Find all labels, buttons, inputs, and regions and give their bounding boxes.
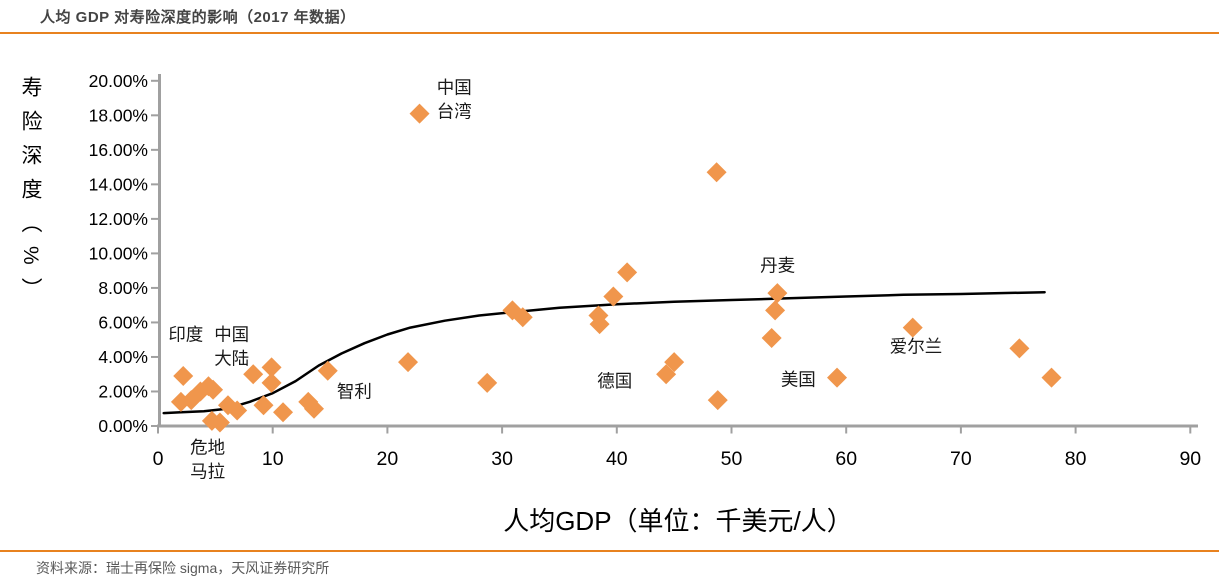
data-point bbox=[253, 395, 274, 416]
data-point bbox=[827, 367, 848, 388]
data-point bbox=[706, 162, 727, 183]
x-tick-label: 20 bbox=[377, 448, 399, 470]
annotation-label-guatemala: 危地 bbox=[190, 438, 225, 458]
data-point bbox=[1009, 338, 1030, 359]
data-point bbox=[209, 412, 230, 433]
y-tick-label: 2.00% bbox=[98, 381, 148, 401]
annotation-label-india: 印度 bbox=[168, 325, 203, 345]
annotation-label-china-taiwan: 台湾 bbox=[437, 102, 472, 122]
data-point bbox=[303, 398, 324, 419]
y-axis-title: 寿险深度（%） bbox=[19, 76, 42, 312]
annotation-label-ireland: 爱尔兰 bbox=[890, 337, 943, 357]
x-tick-label: 30 bbox=[491, 448, 513, 470]
data-point bbox=[617, 262, 638, 283]
y-tick-label: 14.00% bbox=[89, 174, 148, 194]
annotation-label-usa: 美国 bbox=[781, 369, 816, 389]
data-point bbox=[707, 390, 728, 411]
x-tick-label: 0 bbox=[153, 448, 164, 470]
y-tick-label: 10.00% bbox=[89, 243, 148, 263]
x-tick-label: 60 bbox=[835, 448, 857, 470]
annotation-label-guatemala: 马拉 bbox=[190, 462, 225, 482]
x-axis-title: 人均GDP（单位：千美元/人） bbox=[503, 506, 853, 536]
footer-divider bbox=[0, 550, 1219, 552]
y-tick-label: 20.00% bbox=[89, 71, 148, 91]
x-tick-label: 80 bbox=[1065, 448, 1087, 470]
data-point bbox=[589, 314, 610, 335]
data-point bbox=[173, 365, 194, 386]
x-tick-label: 90 bbox=[1179, 448, 1201, 470]
data-point bbox=[765, 300, 786, 321]
x-tick-label: 50 bbox=[721, 448, 743, 470]
y-tick-label: 0.00% bbox=[98, 416, 148, 436]
data-point bbox=[273, 402, 294, 423]
data-point bbox=[902, 317, 923, 338]
header-divider bbox=[0, 32, 1219, 34]
data-point bbox=[317, 360, 338, 381]
data-point bbox=[656, 364, 677, 385]
y-tick-label: 18.00% bbox=[89, 105, 148, 125]
annotation-label-china-mainland: 大陆 bbox=[214, 349, 249, 369]
annotation-label-china-mainland: 中国 bbox=[214, 325, 249, 345]
data-point bbox=[261, 372, 282, 393]
data-point bbox=[767, 283, 788, 304]
annotation-label-chile: 智利 bbox=[337, 381, 372, 401]
annotation-label-china-taiwan: 中国 bbox=[437, 78, 472, 98]
data-point bbox=[243, 364, 264, 385]
data-point bbox=[477, 372, 498, 393]
data-point bbox=[603, 286, 624, 307]
annotation-label-denmark: 丹麦 bbox=[760, 255, 795, 275]
y-tick-label: 12.00% bbox=[89, 209, 148, 229]
source-note: 资料来源：瑞士再保险 sigma，天风证券研究所 bbox=[36, 560, 330, 576]
x-tick-label: 10 bbox=[262, 448, 284, 470]
data-point bbox=[1041, 367, 1062, 388]
y-tick-label: 6.00% bbox=[98, 312, 148, 332]
data-point bbox=[227, 400, 248, 421]
data-point bbox=[203, 379, 224, 400]
x-tick-label: 40 bbox=[606, 448, 628, 470]
data-point bbox=[409, 103, 430, 124]
data-point bbox=[261, 357, 282, 378]
data-point bbox=[761, 327, 782, 348]
trend-line bbox=[162, 290, 1046, 415]
y-tick-label: 16.00% bbox=[89, 140, 148, 160]
annotation-label-germany: 德国 bbox=[597, 371, 632, 391]
chart-title: 人均 GDP 对寿险深度的影响（2017 年数据） bbox=[40, 9, 356, 26]
y-tick-label: 4.00% bbox=[98, 347, 148, 367]
x-tick-label: 70 bbox=[950, 448, 972, 470]
y-tick-label: 8.00% bbox=[98, 278, 148, 298]
data-point bbox=[512, 307, 533, 328]
data-point bbox=[398, 352, 419, 373]
data-point bbox=[664, 352, 685, 373]
